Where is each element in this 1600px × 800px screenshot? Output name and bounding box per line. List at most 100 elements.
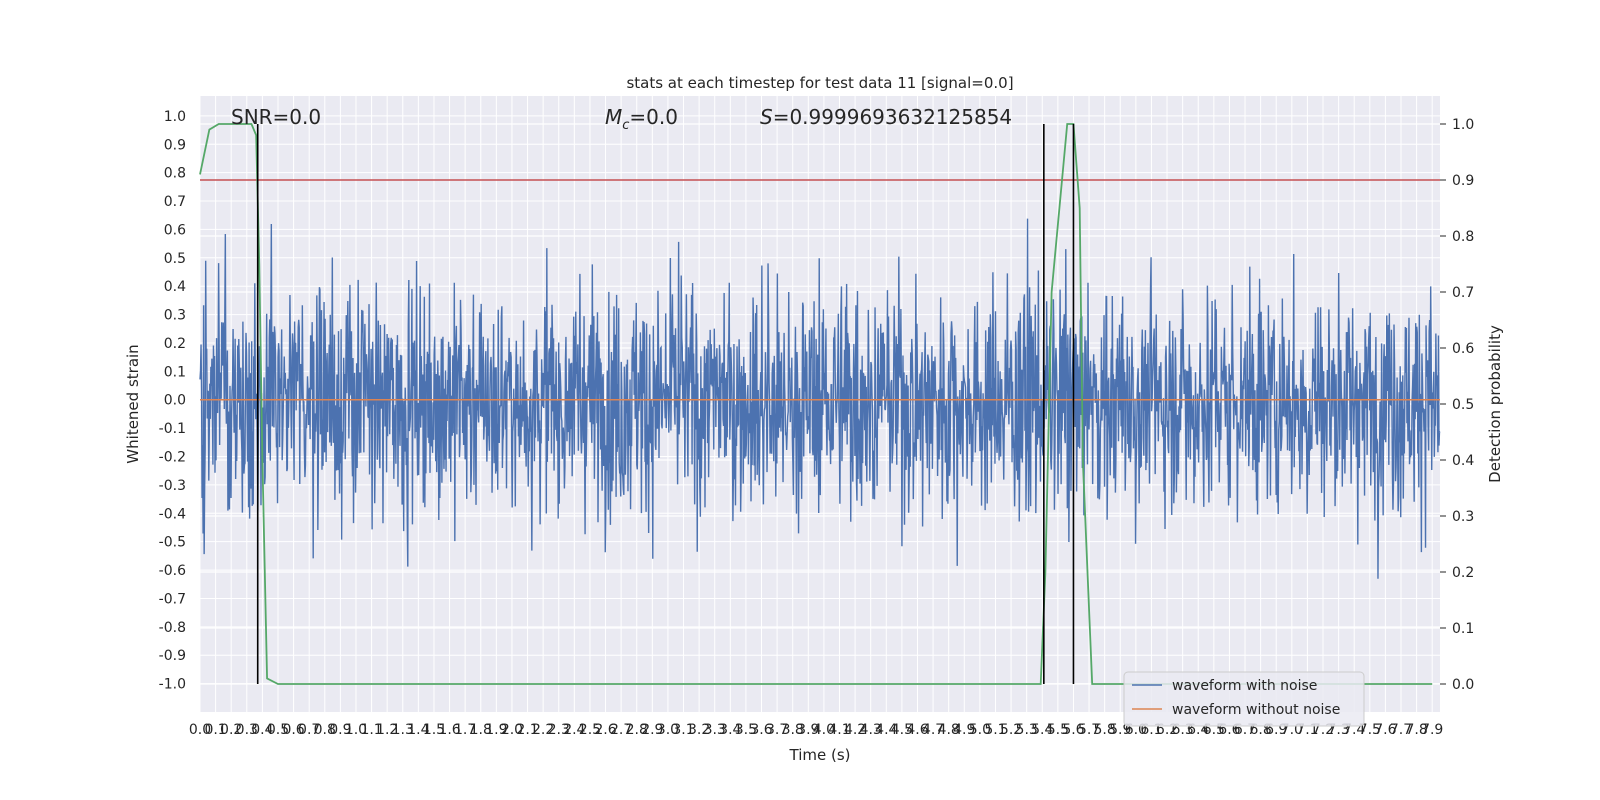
y-tick-label-right: 0.7 <box>1452 285 1474 301</box>
x-tick-label: 0.9 <box>329 722 351 738</box>
x-tick-label: 3.1 <box>672 722 694 738</box>
y-tick-label-left: -0.2 <box>159 450 186 466</box>
x-tick-label: 1.4 <box>407 722 429 738</box>
x-tick-label: 5.2 <box>1000 722 1022 738</box>
x-tick-label: 7.9 <box>1421 722 1443 738</box>
x-tick-label: 0.0 <box>189 722 211 738</box>
detection-probability-line <box>199 123 1433 685</box>
x-tick-label: 3.7 <box>766 722 788 738</box>
ticks: 0.00.10.20.30.40.50.60.70.80.91.01.11.21… <box>159 109 1475 738</box>
x-tick-label: 0.7 <box>298 722 320 738</box>
y-axis-label-right: Detection probability <box>1486 325 1504 483</box>
x-tick-label: 5.3 <box>1016 722 1038 738</box>
x-tick-label: 1.8 <box>470 722 492 738</box>
x-tick-label: 4.9 <box>953 722 975 738</box>
y-tick-label-left: -0.1 <box>159 421 186 437</box>
x-tick-label: 3.9 <box>797 722 819 738</box>
y-tick-label-left: 0.7 <box>164 194 186 210</box>
y-tick-label-right: 1.0 <box>1452 117 1474 133</box>
noise-series-line <box>199 218 1441 579</box>
x-tick-label: 1.7 <box>454 722 476 738</box>
x-tick-label: 2.1 <box>516 722 538 738</box>
x-tick-label: 5.9 <box>1109 722 1131 738</box>
x-tick-label: 2.8 <box>626 722 648 738</box>
y-tick-label-left: 0.1 <box>164 364 186 380</box>
x-tick-label: 4.8 <box>938 722 960 738</box>
x-tick-label: 0.5 <box>267 722 289 738</box>
x-tick-label: 3.2 <box>688 722 710 738</box>
y-tick-label-left: 1.0 <box>164 109 186 125</box>
noise-series <box>199 218 1441 579</box>
x-tick-label: 4.4 <box>875 722 897 738</box>
x-tick-label: 3.8 <box>782 722 804 738</box>
x-tick-label: 0.6 <box>282 722 304 738</box>
y-tick-label-left: -0.6 <box>159 563 186 579</box>
y-tick-label-left: 0.3 <box>164 308 186 324</box>
x-tick-label: 4.5 <box>891 722 913 738</box>
y-tick-label-left: 0.2 <box>164 336 186 352</box>
y-tick-label-right: 0.9 <box>1452 173 1474 189</box>
annotation-s-symbol: S <box>760 105 773 129</box>
y-tick-label-left: -1.0 <box>159 677 186 693</box>
y-tick-label-right: 0.3 <box>1452 509 1474 525</box>
x-tick-label: 5.0 <box>969 722 991 738</box>
x-tick-label: 1.9 <box>485 722 507 738</box>
x-tick-label: 0.1 <box>204 722 226 738</box>
y-tick-label-left: 0.4 <box>164 279 186 295</box>
y-tick-label-left: -0.8 <box>159 620 186 636</box>
x-tick-label: 3.5 <box>735 722 757 738</box>
x-tick-label: 5.6 <box>1062 722 1084 738</box>
y-axis-label-left: Whitened strain <box>124 344 142 463</box>
x-tick-label: 3.4 <box>719 722 741 738</box>
x-tick-label: 5.4 <box>1031 722 1053 738</box>
x-tick-label: 4.2 <box>844 722 866 738</box>
y-tick-label-left: 0.8 <box>164 166 186 182</box>
x-tick-label: 3.3 <box>704 722 726 738</box>
chart-title: stats at each timestep for test data 11 … <box>626 74 1013 92</box>
x-tick-label: 5.1 <box>984 722 1006 738</box>
annotation-s: S=0.9999693632125854 <box>760 105 1012 129</box>
x-tick-label: 2.6 <box>594 722 616 738</box>
x-tick-label: 5.7 <box>1078 722 1100 738</box>
annotation-s-value: =0.9999693632125854 <box>773 105 1012 129</box>
x-tick-label: 2.4 <box>563 722 585 738</box>
x-tick-label: 1.1 <box>360 722 382 738</box>
y-tick-label-right: 0.5 <box>1452 397 1474 413</box>
x-tick-label: 2.0 <box>501 722 523 738</box>
x-tick-label: 2.3 <box>548 722 570 738</box>
x-tick-label: 2.9 <box>641 722 663 738</box>
x-tick-label: 7.6 <box>1374 722 1396 738</box>
x-tick-label: 7.7 <box>1390 722 1412 738</box>
x-tick-label: 5.8 <box>1094 722 1116 738</box>
annotation-mc-value: =0.0 <box>629 105 678 129</box>
y-tick-label-right: 0.8 <box>1452 229 1474 245</box>
y-tick-label-left: 0.9 <box>164 137 186 153</box>
overlay <box>199 123 1440 685</box>
x-tick-label: 2.5 <box>579 722 601 738</box>
x-tick-label: 4.0 <box>813 722 835 738</box>
annotation-mc-subscript: c <box>622 118 629 133</box>
x-tick-label: 0.4 <box>251 722 273 738</box>
y-tick-label-right: 0.4 <box>1452 453 1474 469</box>
x-tick-label: 4.7 <box>922 722 944 738</box>
y-tick-label-left: -0.4 <box>159 506 186 522</box>
y-tick-label-left: -0.5 <box>159 535 186 551</box>
x-axis-label: Time (s) <box>789 746 851 764</box>
y-tick-label-left: -0.3 <box>159 478 186 494</box>
legend: waveform with noise waveform without noi… <box>1123 671 1365 727</box>
x-tick-label: 1.3 <box>392 722 414 738</box>
y-tick-label-left: -0.9 <box>159 648 186 664</box>
x-tick-label: 1.6 <box>438 722 460 738</box>
x-tick-label: 3.0 <box>657 722 679 738</box>
x-tick-label: 0.2 <box>220 722 242 738</box>
x-tick-label: 4.6 <box>906 722 928 738</box>
y-tick-label-left: 0.5 <box>164 251 186 267</box>
y-tick-label-right: 0.2 <box>1452 565 1474 581</box>
x-tick-label: 5.5 <box>1047 722 1069 738</box>
legend-label-noise: waveform with noise <box>1172 678 1317 694</box>
x-tick-label: 7.8 <box>1405 722 1427 738</box>
y-tick-label-left: 0.6 <box>164 222 186 238</box>
x-tick-label: 4.3 <box>860 722 882 738</box>
x-tick-label: 0.3 <box>236 722 258 738</box>
